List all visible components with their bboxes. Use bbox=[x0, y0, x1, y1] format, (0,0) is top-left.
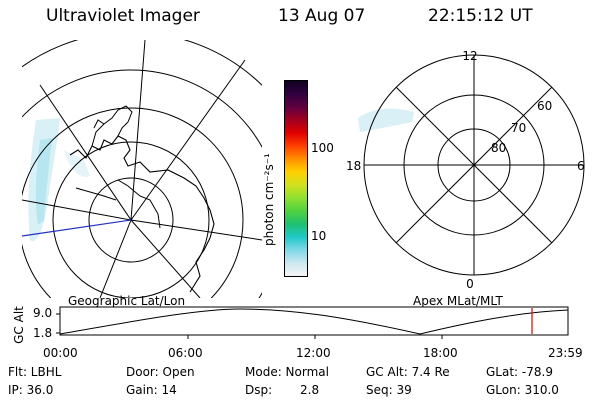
altitude-xtick: 12:00 bbox=[296, 346, 331, 360]
glon-info: GLon: 310.0 bbox=[486, 383, 559, 397]
mlt-label-12: 12 bbox=[462, 49, 477, 63]
gc-alt-info: GC Alt: 7.4 Re bbox=[366, 365, 450, 379]
instrument-title: Ultraviolet Imager bbox=[46, 6, 200, 26]
dsp-label: Dsp: bbox=[245, 383, 273, 397]
image-date: 13 Aug 07 bbox=[278, 6, 366, 26]
colorbar-unit-label: photon cm⁻²s⁻¹ bbox=[262, 153, 276, 246]
altitude-xtick: 06:00 bbox=[168, 346, 203, 360]
mlt-label-6: 6 bbox=[577, 159, 585, 173]
mlat-label-70: 70 bbox=[511, 121, 526, 135]
lat-circle bbox=[52, 141, 210, 298]
ip-info: IP: 36.0 bbox=[8, 383, 54, 397]
altitude-xtick: 23:59 bbox=[548, 346, 583, 360]
mode-info: Mode: Normal bbox=[245, 365, 329, 379]
dsp-value: 2.8 bbox=[300, 383, 320, 397]
gain-info: Gain: 14 bbox=[126, 383, 177, 397]
altitude-ytick-9: 9.0 bbox=[33, 306, 53, 320]
altitude-plot bbox=[56, 306, 569, 339]
door-info: Door: Open bbox=[126, 365, 195, 379]
lat-circle bbox=[88, 177, 174, 263]
apex-polar-plot: 12 18 6 0 60 70 80 bbox=[346, 49, 585, 291]
glat-info: GLat: -78.9 bbox=[486, 365, 553, 379]
geographic-caption: Geographic Lat/Lon bbox=[68, 294, 186, 308]
altitude-xtick: 00:00 bbox=[43, 346, 78, 360]
altitude-xtick: 18:00 bbox=[423, 346, 458, 360]
apex-caption: Apex MLat/MLT bbox=[413, 294, 503, 308]
colorbar-tick-100: 100 bbox=[311, 141, 334, 155]
colorbar-tick-10: 10 bbox=[311, 229, 327, 243]
mlat-label-60: 60 bbox=[537, 99, 552, 113]
colorbar bbox=[284, 80, 308, 277]
seq-info: Seq: 39 bbox=[366, 383, 412, 397]
mlat-label-80: 80 bbox=[491, 141, 506, 155]
lat-circle bbox=[22, 69, 262, 298]
filter-info: Flt: LBHL bbox=[8, 365, 62, 379]
lat-circle bbox=[22, 107, 244, 298]
mlt-label-0: 0 bbox=[466, 277, 474, 291]
geographic-map bbox=[22, 40, 262, 298]
mlt-label-18: 18 bbox=[346, 159, 361, 173]
altitude-ylabel: GC Alt bbox=[12, 306, 26, 344]
image-time: 22:15:12 UT bbox=[428, 6, 533, 26]
altitude-ytick-1.8: 1.8 bbox=[33, 326, 53, 340]
